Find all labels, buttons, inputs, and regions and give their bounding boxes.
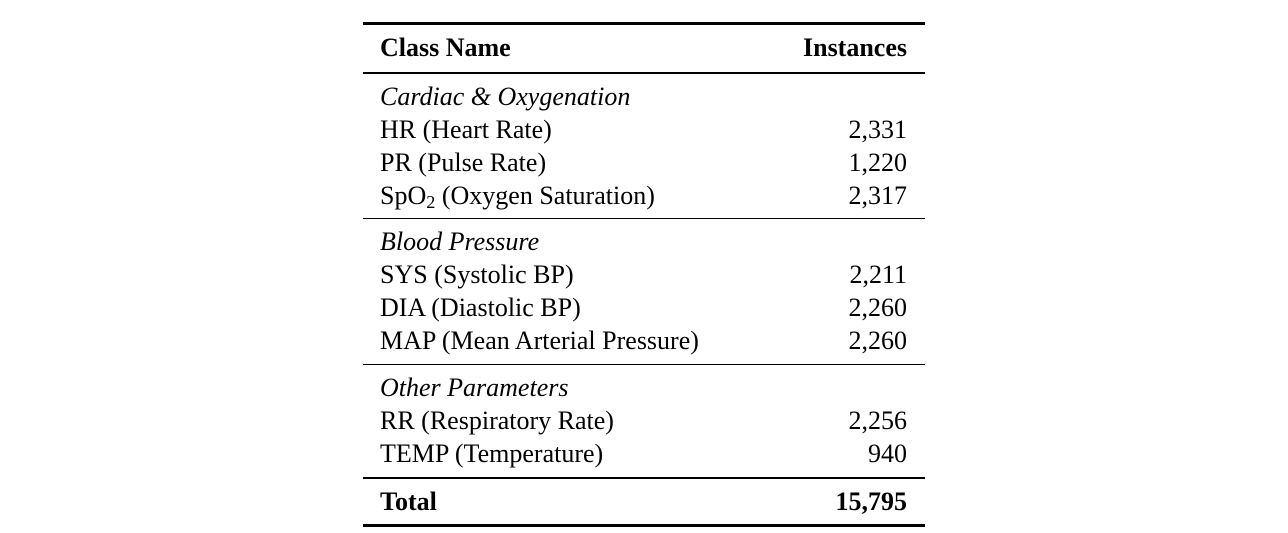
section-label-other-parameters: Other Parameters [380, 373, 569, 402]
table-total-row: Total 15,795 [363, 477, 925, 526]
table-row-dia: DIA (Diastolic BP) 2,260 [363, 291, 925, 324]
total-label: Total [363, 477, 757, 526]
class-name-cell: SYS (Systolic BP) [363, 258, 757, 291]
class-name-text: HR (Heart Rate) [380, 115, 552, 144]
instances-cell: 2,211 [849, 260, 907, 289]
class-name-text: DIA (Diastolic BP) [380, 293, 581, 322]
instances-cell: 2,256 [848, 406, 908, 435]
class-instances-table: Class Name Instances Cardiac & Oxygenati… [363, 22, 925, 527]
instances-cell: 940 [757, 437, 925, 479]
instances-cell: 2,331 [848, 115, 908, 144]
class-name-text: SpO [380, 181, 427, 210]
table-row-hr: HR (Heart Rate) 2,331 [363, 113, 925, 146]
table-header: Class Name Instances [363, 23, 925, 74]
instances-cell: 2,260 [848, 293, 908, 322]
column-header-instances: Instances [757, 23, 925, 74]
class-name-text: SYS (Systolic BP) [380, 260, 574, 289]
class-name-text: RR (Respiratory Rate) [380, 406, 614, 435]
class-name-subscript: 2 [426, 192, 436, 212]
class-name-cell: HR (Heart Rate) [363, 113, 757, 146]
table-footer: Total 15,795 [363, 477, 925, 526]
section-label-row: Cardiac & Oxygenation [363, 73, 925, 113]
table-row-temp: TEMP (Temperature) 940 [363, 437, 925, 479]
instances-cell: 2,317 [757, 179, 925, 219]
class-name-cell: MAP (Mean Arterial Pressure) [363, 324, 757, 365]
class-name-text: PR (Pulse Rate) [380, 148, 547, 177]
table-header-row: Class Name Instances [363, 23, 925, 74]
total-value: 15,795 [757, 477, 925, 526]
table-row-pr: PR (Pulse Rate) 1,220 [363, 146, 925, 179]
table-row-spo2: SpO2 (Oxygen Saturation) 2,317 [363, 179, 925, 219]
section-label-blood-pressure: Blood Pressure [380, 227, 540, 256]
section-blood-pressure: Blood Pressure SYS (Systolic BP) 2,211 D… [363, 219, 925, 365]
class-name-cell: SpO2 (Oxygen Saturation) [363, 179, 757, 219]
class-name-cell: DIA (Diastolic BP) [363, 291, 757, 324]
section-label-row: Blood Pressure [363, 219, 925, 259]
class-name-cell: TEMP (Temperature) [363, 437, 757, 479]
instances-cell: 2,260 [757, 324, 925, 365]
table-row-map: MAP (Mean Arterial Pressure) 2,260 [363, 324, 925, 365]
section-cardiac-oxygenation: Cardiac & Oxygenation HR (Heart Rate) 2,… [363, 73, 925, 219]
section-other-parameters: Other Parameters RR (Respiratory Rate) 2… [363, 365, 925, 479]
column-header-class-name: Class Name [363, 23, 757, 74]
section-label-row: Other Parameters [363, 365, 925, 405]
class-name-text: MAP (Mean Arterial Pressure) [380, 326, 699, 355]
instances-cell: 1,220 [848, 148, 908, 177]
class-name-cell: PR (Pulse Rate) [363, 146, 757, 179]
class-name-suffix: (Oxygen Saturation) [435, 181, 655, 210]
table-row-sys: SYS (Systolic BP) 2,211 [363, 258, 925, 291]
section-label-cardiac-oxygenation: Cardiac & Oxygenation [380, 82, 631, 111]
class-name-cell: RR (Respiratory Rate) [363, 404, 757, 437]
class-name-text: TEMP (Temperature) [380, 439, 604, 468]
table-row-rr: RR (Respiratory Rate) 2,256 [363, 404, 925, 437]
